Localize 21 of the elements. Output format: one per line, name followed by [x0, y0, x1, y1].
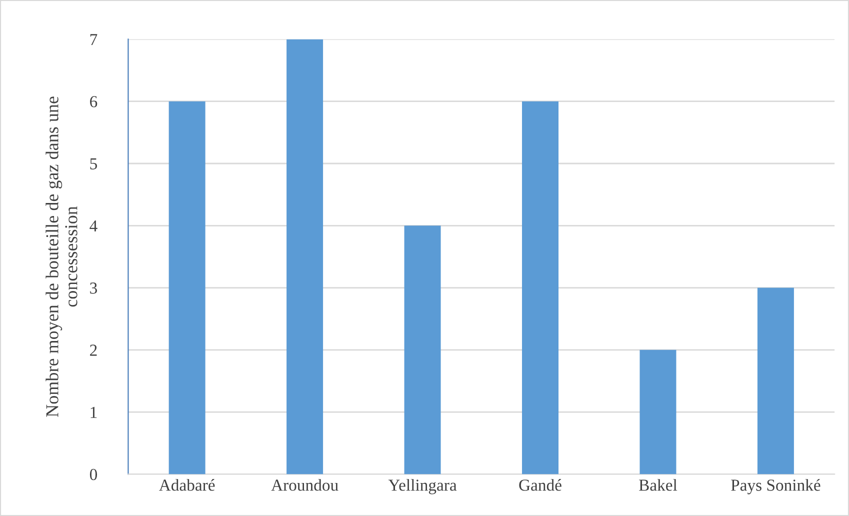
bar [168, 101, 206, 474]
y-tick-label: 7 [90, 34, 98, 45]
x-tick-label: Bakel [639, 479, 678, 491]
y-tick-label: 3 [90, 282, 97, 294]
bar [404, 226, 441, 474]
x-tick-label: Yellingara [388, 479, 457, 494]
y-axis-title: Nombre moyen de bouteille de gaz dans une concessession [46, 96, 78, 417]
bar [640, 350, 676, 474]
x-tick-label: Gandé [519, 479, 562, 491]
bar [757, 288, 794, 474]
bar [286, 39, 324, 474]
y-tick-label: 6 [90, 96, 98, 108]
x-tick-label: Pays Soninké [731, 479, 820, 494]
bar [522, 101, 558, 474]
y-tick-label: 0 [90, 468, 98, 480]
y-tick-label: 5 [90, 158, 97, 170]
y-tick-label: 1 [90, 406, 97, 418]
x-tick-label: Adabaré [159, 479, 215, 491]
y-tick-label: 2 [90, 344, 97, 356]
x-tick-label: Aroundou [271, 479, 338, 491]
y-tick-label: 4 [90, 220, 98, 232]
